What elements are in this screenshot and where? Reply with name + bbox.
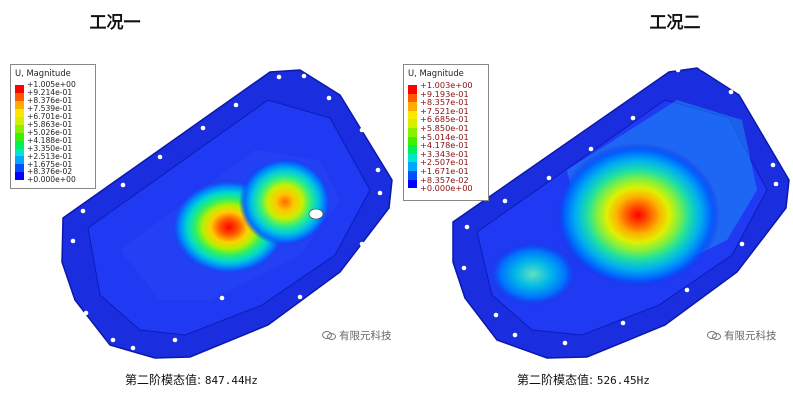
legend-value: +9.214e-01 bbox=[27, 87, 73, 97]
legend-value: +9.193e-01 bbox=[420, 88, 469, 99]
hotspot-secondary bbox=[489, 242, 577, 306]
legend-swatch bbox=[408, 102, 417, 111]
legend-swatch bbox=[408, 110, 417, 120]
legend-swatch bbox=[15, 92, 24, 101]
bolt-holes bbox=[461, 65, 779, 346]
legend: U, Magnitude +1.005e+00 +9.214e-01 +8.376e… bbox=[10, 64, 96, 189]
hotspot-primary bbox=[556, 143, 720, 287]
legend-value: +0.000e+00 bbox=[27, 175, 76, 185]
caption-label: 第二阶模态值: bbox=[125, 373, 202, 387]
legend-value: +8.357e-02 bbox=[420, 174, 469, 185]
legend-value: +3.350e-01 bbox=[27, 143, 73, 153]
watermark: 有限元科技 bbox=[322, 328, 392, 343]
legend-title: U, Magnitude bbox=[15, 68, 71, 78]
legend-value: +5.863e-01 bbox=[27, 119, 73, 129]
contour-plot-case-2 bbox=[452, 65, 790, 359]
legend-swatch bbox=[15, 156, 24, 165]
panel-case-2: 工况二 U, Magnitude +1.003e+00 +9.193e-01 +8.… bbox=[397, 0, 793, 403]
legend-value: +1.005e+00 bbox=[27, 80, 76, 89]
legend-swatch bbox=[15, 124, 24, 133]
legend-value: +5.026e-01 bbox=[27, 127, 73, 137]
legend-swatch bbox=[408, 85, 417, 94]
legend-swatch bbox=[408, 179, 417, 189]
contour-plot-case-1 bbox=[61, 69, 393, 359]
legend-value: +4.188e-01 bbox=[27, 135, 73, 145]
watermark-text: 有限元科技 bbox=[724, 330, 777, 342]
legend-swatch bbox=[15, 85, 24, 93]
legend-value: +8.357e-01 bbox=[420, 97, 469, 108]
legend-value: +7.539e-01 bbox=[27, 103, 73, 113]
legend-swatch bbox=[15, 164, 24, 173]
legend-value: +1.675e-01 bbox=[27, 159, 73, 169]
legend-value: +0.000e+00 bbox=[420, 183, 473, 194]
legend-swatch bbox=[408, 136, 417, 146]
legend-value: +4.178e-01 bbox=[420, 140, 469, 151]
legend-value: +6.685e-01 bbox=[420, 114, 469, 125]
legend: U, Magnitude +1.003e+00 +9.193e-01 +8.357e… bbox=[403, 64, 489, 201]
wechat-icon bbox=[322, 331, 336, 340]
legend-swatch bbox=[15, 172, 24, 181]
legend-swatch bbox=[408, 145, 417, 154]
panel-case-1: 工况一 U, Magnitude +1.005e+00 +9.214e-01 +8.… bbox=[0, 0, 396, 403]
legend-value: +8.376e-01 bbox=[27, 95, 73, 105]
legend-swatch bbox=[15, 100, 24, 109]
modal-frequency-caption: 第二阶模态值: 847.44Hz bbox=[125, 371, 258, 388]
legend-swatch bbox=[408, 153, 417, 163]
legend-swatch bbox=[408, 162, 417, 171]
legend-swatch bbox=[408, 93, 417, 103]
legend-swatch bbox=[15, 132, 24, 141]
legend-value: +2.513e-01 bbox=[27, 151, 73, 161]
watermark: 有限元科技 bbox=[707, 328, 777, 343]
watermark-text: 有限元科技 bbox=[339, 330, 392, 342]
legend-value: +5.850e-01 bbox=[420, 122, 469, 133]
modal-frequency-caption: 第二阶模态值: 526.45Hz bbox=[517, 371, 650, 388]
legend-color-scale bbox=[408, 85, 417, 189]
legend-value: +1.003e+00 bbox=[420, 80, 473, 90]
legend-color-scale bbox=[15, 85, 24, 181]
legend-swatch bbox=[15, 140, 24, 149]
legend-values: +1.005e+00 +9.214e-01 +8.376e-01 +7.539e-01… bbox=[27, 81, 76, 184]
wechat-icon bbox=[707, 331, 721, 340]
legend-value: +3.343e-01 bbox=[420, 148, 469, 159]
legend-values: +1.003e+00 +9.193e-01 +8.357e-01 +7.521e-01… bbox=[420, 81, 473, 193]
legend-swatch bbox=[408, 119, 417, 128]
caption-value: 847.44Hz bbox=[204, 374, 258, 387]
bolt-holes bbox=[70, 73, 383, 351]
caption-label: 第二阶模态值: bbox=[517, 373, 594, 387]
legend-swatch bbox=[15, 108, 24, 117]
case-title: 工况一 bbox=[89, 13, 141, 33]
case-title: 工况二 bbox=[649, 13, 701, 33]
hotspot-secondary bbox=[239, 158, 331, 246]
legend-value: +5.014e-01 bbox=[420, 131, 469, 142]
legend-swatch bbox=[15, 148, 24, 157]
legend-value: +2.507e-01 bbox=[420, 157, 469, 168]
legend-swatch bbox=[408, 170, 417, 180]
legend-value: +7.521e-01 bbox=[420, 105, 469, 116]
legend-value: +6.701e-01 bbox=[27, 111, 73, 121]
caption-value: 526.45Hz bbox=[596, 374, 650, 387]
legend-title: U, Magnitude bbox=[408, 68, 464, 78]
legend-swatch bbox=[15, 116, 24, 125]
legend-swatch bbox=[408, 127, 417, 137]
legend-value: +8.376e-02 bbox=[27, 167, 73, 177]
legend-value: +1.671e-01 bbox=[420, 165, 469, 176]
